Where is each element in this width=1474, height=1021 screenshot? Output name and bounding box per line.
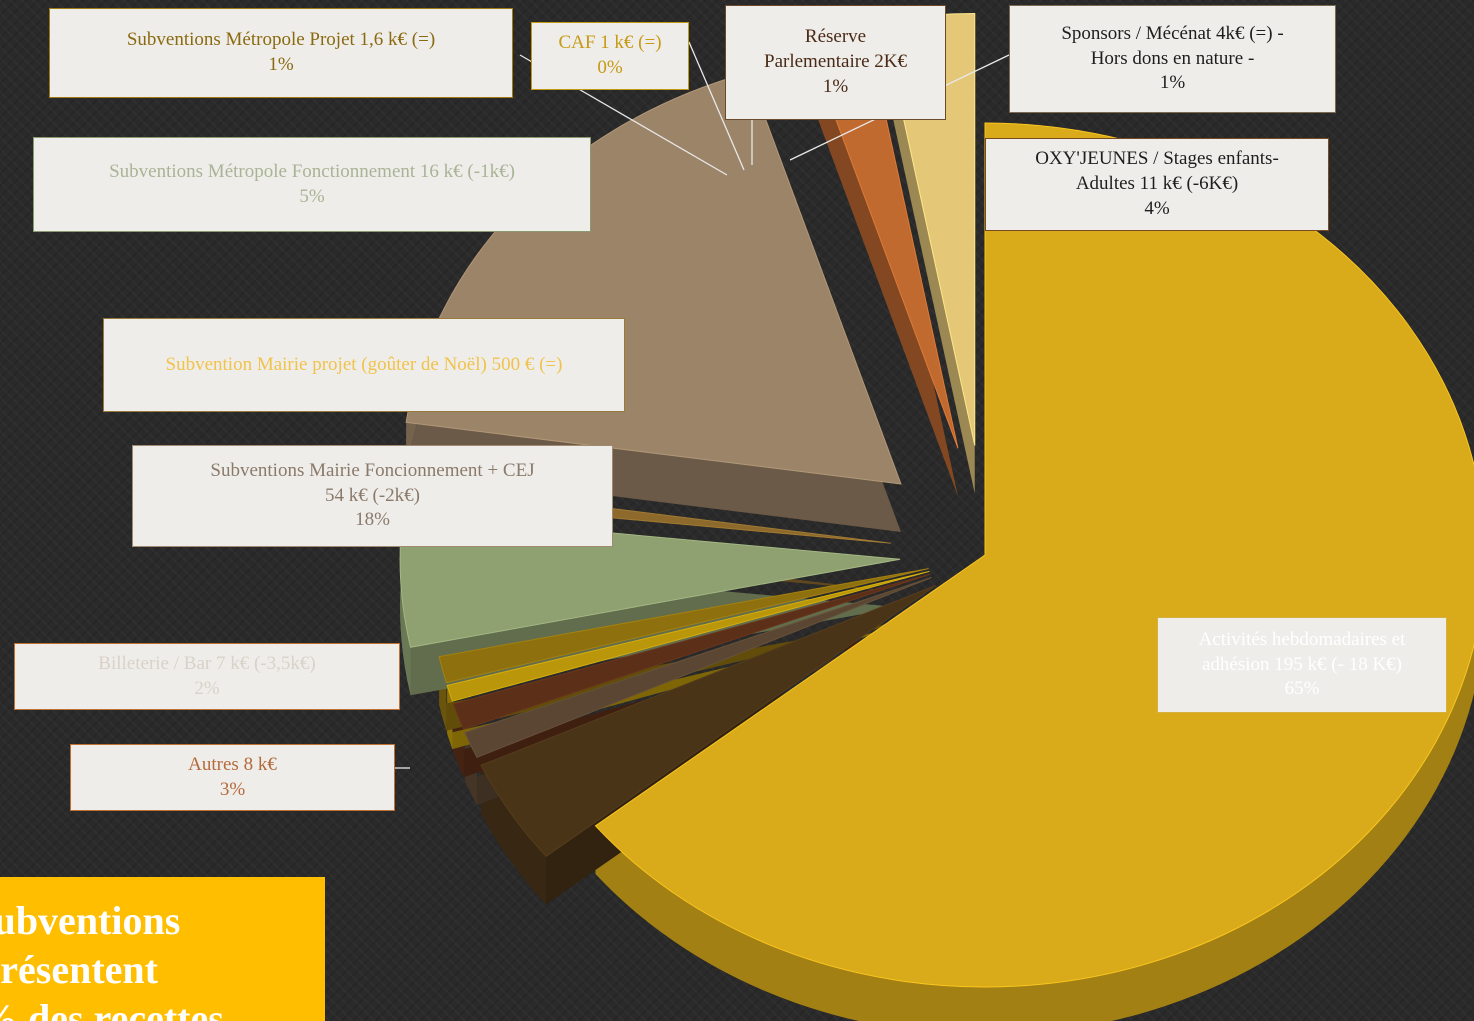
label-line: 1% bbox=[1159, 72, 1186, 94]
label-line: adhésion 195 k€ (- 18 K€) bbox=[1202, 653, 1402, 675]
label-line: Parlementaire 2K€ bbox=[764, 51, 907, 73]
pie-slice-edge bbox=[595, 123, 1474, 1021]
callout-line: subventions bbox=[0, 898, 181, 943]
pie-slice-edge bbox=[481, 765, 547, 905]
label-line: 5% bbox=[299, 185, 325, 207]
label-line: Activités hebdomadaires et bbox=[1198, 628, 1406, 650]
pie-slice bbox=[446, 570, 930, 702]
label-line: 0% bbox=[597, 57, 623, 78]
label-line: 1% bbox=[268, 54, 294, 75]
label-line: 4% bbox=[1144, 197, 1170, 219]
pie-slice bbox=[480, 585, 936, 857]
label-line: Subvention Mairie projet (goûter de Noël… bbox=[165, 353, 563, 375]
data-label-sponsors: Sponsors / Mécénat 4k€ (=) - Hors dons e… bbox=[1009, 5, 1336, 113]
label-line: 18% bbox=[355, 509, 390, 531]
leader-line bbox=[688, 41, 745, 171]
label-line: OXY'JEUNES / Stages enfants- bbox=[1035, 148, 1279, 170]
label-line: Adultes 11 k€ (-6K€) bbox=[1075, 173, 1239, 195]
data-label-mairie-fonctionnement: Subventions Mairie Foncionnement + CEJ 5… bbox=[132, 445, 613, 547]
label-line: Subventions Métropole Fonctionnement 16 … bbox=[109, 160, 515, 182]
data-label-autres: Autres 8 k€ 3% bbox=[70, 744, 395, 811]
callout-line: % des recettes bbox=[0, 995, 224, 1021]
label-line: 65% bbox=[1284, 678, 1320, 700]
label-line: 2% bbox=[194, 677, 220, 699]
data-label-activites: Activités hebdomadaires et adhésion 195 … bbox=[1157, 617, 1447, 713]
callout-line: présentent bbox=[0, 946, 158, 992]
label-line: Subventions Mairie Foncionnement + CEJ bbox=[210, 459, 535, 481]
pie-slice-side bbox=[805, 23, 958, 497]
pie-slice bbox=[452, 573, 931, 730]
pie-slice-side bbox=[453, 574, 931, 778]
label-line: Hors dons en nature - bbox=[1090, 47, 1255, 69]
data-label-reserve-parlementaire: Réserve Parlementaire 2K€ 1% bbox=[725, 5, 946, 120]
label-line: 1% bbox=[822, 75, 849, 97]
data-label-mairie-projet: Subvention Mairie projet (goûter de Noël… bbox=[103, 318, 625, 412]
label-line: 54 k€ (-2k€) bbox=[325, 484, 420, 506]
pie-slice bbox=[464, 577, 932, 758]
data-label-oxy-jeunes: OXY'JEUNES / Stages enfants- Adultes 11 … bbox=[985, 138, 1329, 231]
label-line: Sponsors / Mécénat 4k€ (=) - bbox=[1061, 22, 1284, 44]
label-line: Subventions Métropole Projet 1,6 k€ (=) bbox=[126, 29, 436, 51]
data-label-caf: CAF 1 k€ (=) 0% bbox=[531, 22, 689, 90]
label-line: CAF 1 k€ (=) bbox=[558, 32, 662, 54]
callout-box: subventions présentent % des recettes bbox=[0, 877, 325, 1021]
data-label-metropole-fonctionnement: Subventions Métropole Fonctionnement 16 … bbox=[33, 137, 591, 232]
data-label-metropole-projet: Subventions Métropole Projet 1,6 k€ (=) … bbox=[49, 8, 513, 98]
pie-slice bbox=[438, 568, 929, 684]
pie-slice-side bbox=[481, 585, 936, 905]
label-line: Réserve bbox=[804, 26, 867, 48]
label-line: 3% bbox=[219, 778, 246, 800]
label-line: Billeterie / Bar 7 k€ (-3,5k€) bbox=[98, 652, 316, 674]
label-line: Autres 8 k€ bbox=[188, 753, 277, 775]
data-label-billeterie: Billeterie / Bar 7 k€ (-3,5k€) 2% bbox=[14, 643, 400, 710]
